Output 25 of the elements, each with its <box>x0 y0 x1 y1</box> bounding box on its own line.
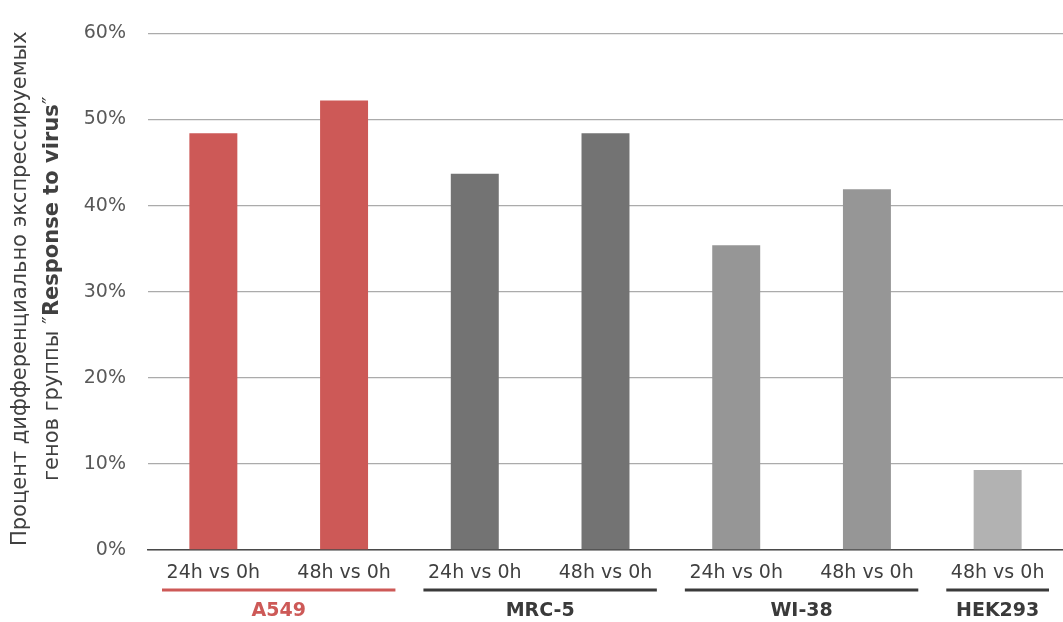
bar <box>712 245 761 550</box>
x-tick-label: 48h vs 0h <box>820 560 914 583</box>
x-tick-label: 24h vs 0h <box>166 560 261 583</box>
text: HEK293 <box>956 597 1040 620</box>
text: A549 <box>251 597 306 620</box>
y-tick-label: 20% <box>83 364 126 387</box>
bar <box>320 100 369 550</box>
y-tick-label: 0% <box>95 536 126 559</box>
x-tick-label: 24h vs 0h <box>428 560 522 583</box>
x-tick-label: 48h vs 0h <box>950 560 1045 583</box>
y-tick-label: 50% <box>83 106 126 129</box>
x-tick-label: 48h vs 0h <box>558 560 653 583</box>
y-tick-label: 60% <box>83 20 126 43</box>
y-tick-label: 30% <box>83 278 126 301</box>
text: WI-38 <box>770 597 833 620</box>
bar <box>973 469 1022 550</box>
text: MRC-5 <box>505 597 575 620</box>
x-tick-label: 48h vs 0h <box>297 560 391 583</box>
bar <box>581 133 630 550</box>
bar <box>842 189 891 550</box>
bar <box>450 173 499 550</box>
y-tick-label: 40% <box>83 192 126 215</box>
x-tick-label: 24h vs 0h <box>689 560 783 583</box>
y-tick-label: 10% <box>83 450 126 473</box>
bar <box>189 133 238 550</box>
